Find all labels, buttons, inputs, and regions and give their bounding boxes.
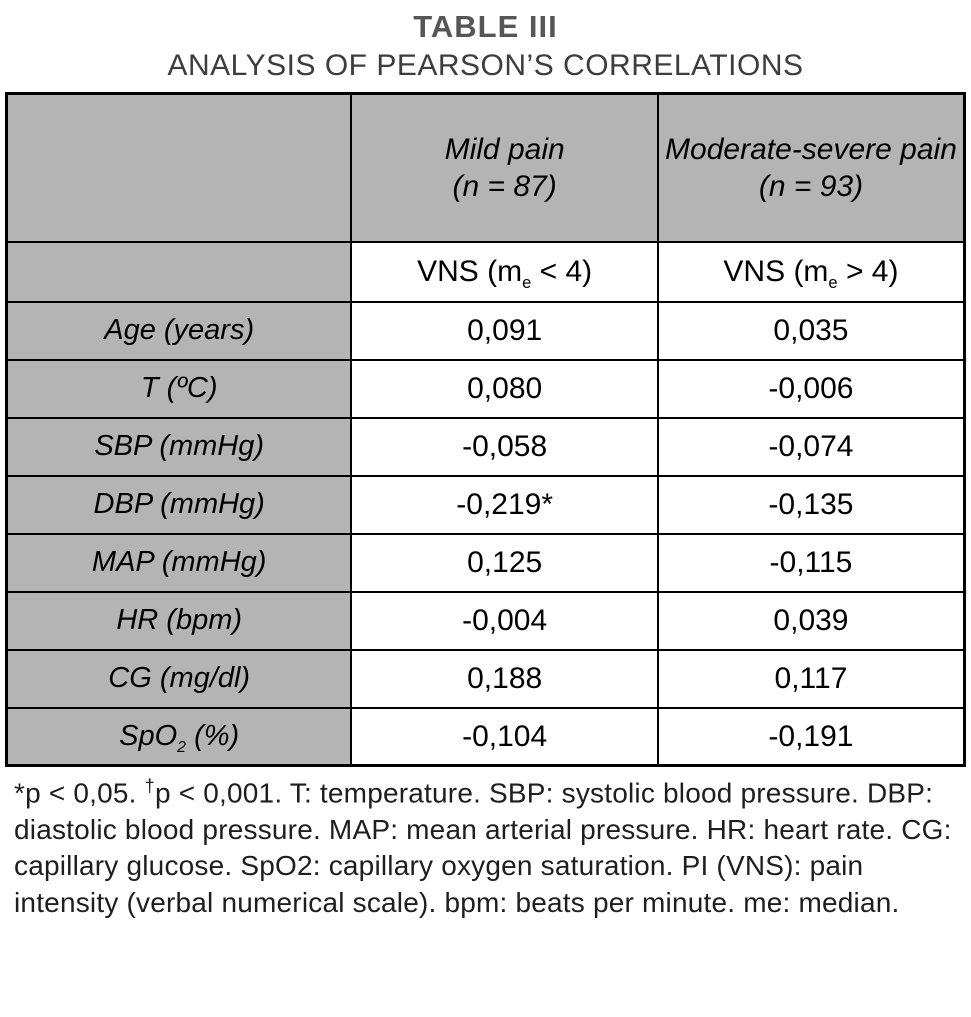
- value-cell: -0,104: [350, 706, 659, 767]
- row-label: CG (mg/dl): [5, 648, 353, 709]
- header-mild-pain-label: Mild pain: [444, 132, 565, 166]
- table-footnote: *p < 0,05. †p < 0,001. T: temperature. S…: [0, 767, 971, 921]
- subheader-vns-mild: VNS (me < 4): [350, 240, 659, 303]
- table-row-temperature: T (ºC) 0,080 -0,006: [5, 358, 966, 419]
- subheader-empty-cell: [5, 240, 353, 303]
- subheader-row: VNS (me < 4) VNS (me > 4): [5, 240, 966, 303]
- table-number: TABLE III: [413, 9, 558, 44]
- table-row-spo2: SpO2 (%) -0,104 -0,191: [5, 706, 966, 767]
- row-label: MAP (mmHg): [5, 532, 353, 593]
- row-label: DBP (mmHg): [5, 474, 353, 535]
- value-cell: 0,117: [656, 648, 966, 709]
- table-row-age: Age (years) 0,091 0,035: [5, 300, 966, 361]
- value-cell: -0,004: [350, 590, 659, 651]
- vns-modsev-prefix: VNS (m: [723, 254, 829, 288]
- header-empty-cell: [5, 92, 353, 243]
- value-cell: -0,219*: [350, 474, 659, 535]
- row-label: T (ºC): [5, 358, 353, 419]
- spo2-suffix: (%): [186, 720, 240, 752]
- value-cell: -0,006: [656, 358, 966, 419]
- footnote-abbreviations: p < 0,001. T: temperature. SBP: systolic…: [14, 777, 952, 918]
- header-row: Mild pain (n = 87) Moderate-severe pain …: [5, 92, 966, 243]
- table-row-cg: CG (mg/dl) 0,188 0,117: [5, 648, 966, 709]
- row-label: SpO2 (%): [5, 706, 353, 767]
- spo2-prefix: SpO: [119, 720, 178, 752]
- vns-mild-suffix: < 4): [531, 254, 593, 288]
- value-cell: 0,080: [350, 358, 659, 419]
- table-row-sbp: SBP (mmHg) -0,058 -0,074: [5, 416, 966, 477]
- header-mild-pain-n: (n = 87): [452, 170, 557, 203]
- header-moderate-severe-pain: Moderate-severe pain (n = 93): [656, 92, 966, 243]
- row-label: HR (bpm): [5, 590, 353, 651]
- dagger-symbol: †: [144, 776, 155, 797]
- spo2-subscript: 2: [177, 738, 187, 756]
- value-cell: -0,058: [350, 416, 659, 477]
- table-title: TABLE III ANALYSIS OF PEARSON’S CORRELAT…: [0, 8, 971, 84]
- table-caption: ANALYSIS OF PEARSON’S CORRELATIONS: [167, 48, 804, 82]
- value-cell: -0,135: [656, 474, 966, 535]
- vns-mild-subscript: e: [522, 273, 532, 292]
- value-cell: -0,191: [656, 706, 966, 767]
- row-label: Age (years): [5, 300, 353, 361]
- table-row-dbp: DBP (mmHg) -0,219* -0,135: [5, 474, 966, 535]
- value-cell: -0,115: [656, 532, 966, 593]
- subheader-vns-modsev: VNS (me > 4): [656, 240, 966, 303]
- value-cell: 0,039: [656, 590, 966, 651]
- correlations-table: Mild pain (n = 87) Moderate-severe pain …: [5, 92, 966, 768]
- value-cell: 0,188: [350, 648, 659, 709]
- footnote-asterisk-note: *p < 0,05.: [14, 777, 145, 809]
- table-row-map: MAP (mmHg) 0,125 -0,115: [5, 532, 966, 593]
- value-cell: -0,074: [656, 416, 966, 477]
- value-cell: 0,035: [656, 300, 966, 361]
- table-row-hr: HR (bpm) -0,004 0,039: [5, 590, 966, 651]
- value-cell: 0,125: [350, 532, 659, 593]
- header-moderate-severe-label: Moderate-severe pain: [665, 132, 957, 166]
- vns-modsev-suffix: > 4): [837, 254, 899, 288]
- page: TABLE III ANALYSIS OF PEARSON’S CORRELAT…: [0, 8, 971, 921]
- header-mild-pain: Mild pain (n = 87): [350, 92, 659, 243]
- vns-mild-prefix: VNS (m: [417, 254, 523, 288]
- value-cell: 0,091: [350, 300, 659, 361]
- vns-modsev-subscript: e: [828, 273, 838, 292]
- header-moderate-severe-n: (n = 93): [758, 170, 864, 203]
- row-label: SBP (mmHg): [5, 416, 353, 477]
